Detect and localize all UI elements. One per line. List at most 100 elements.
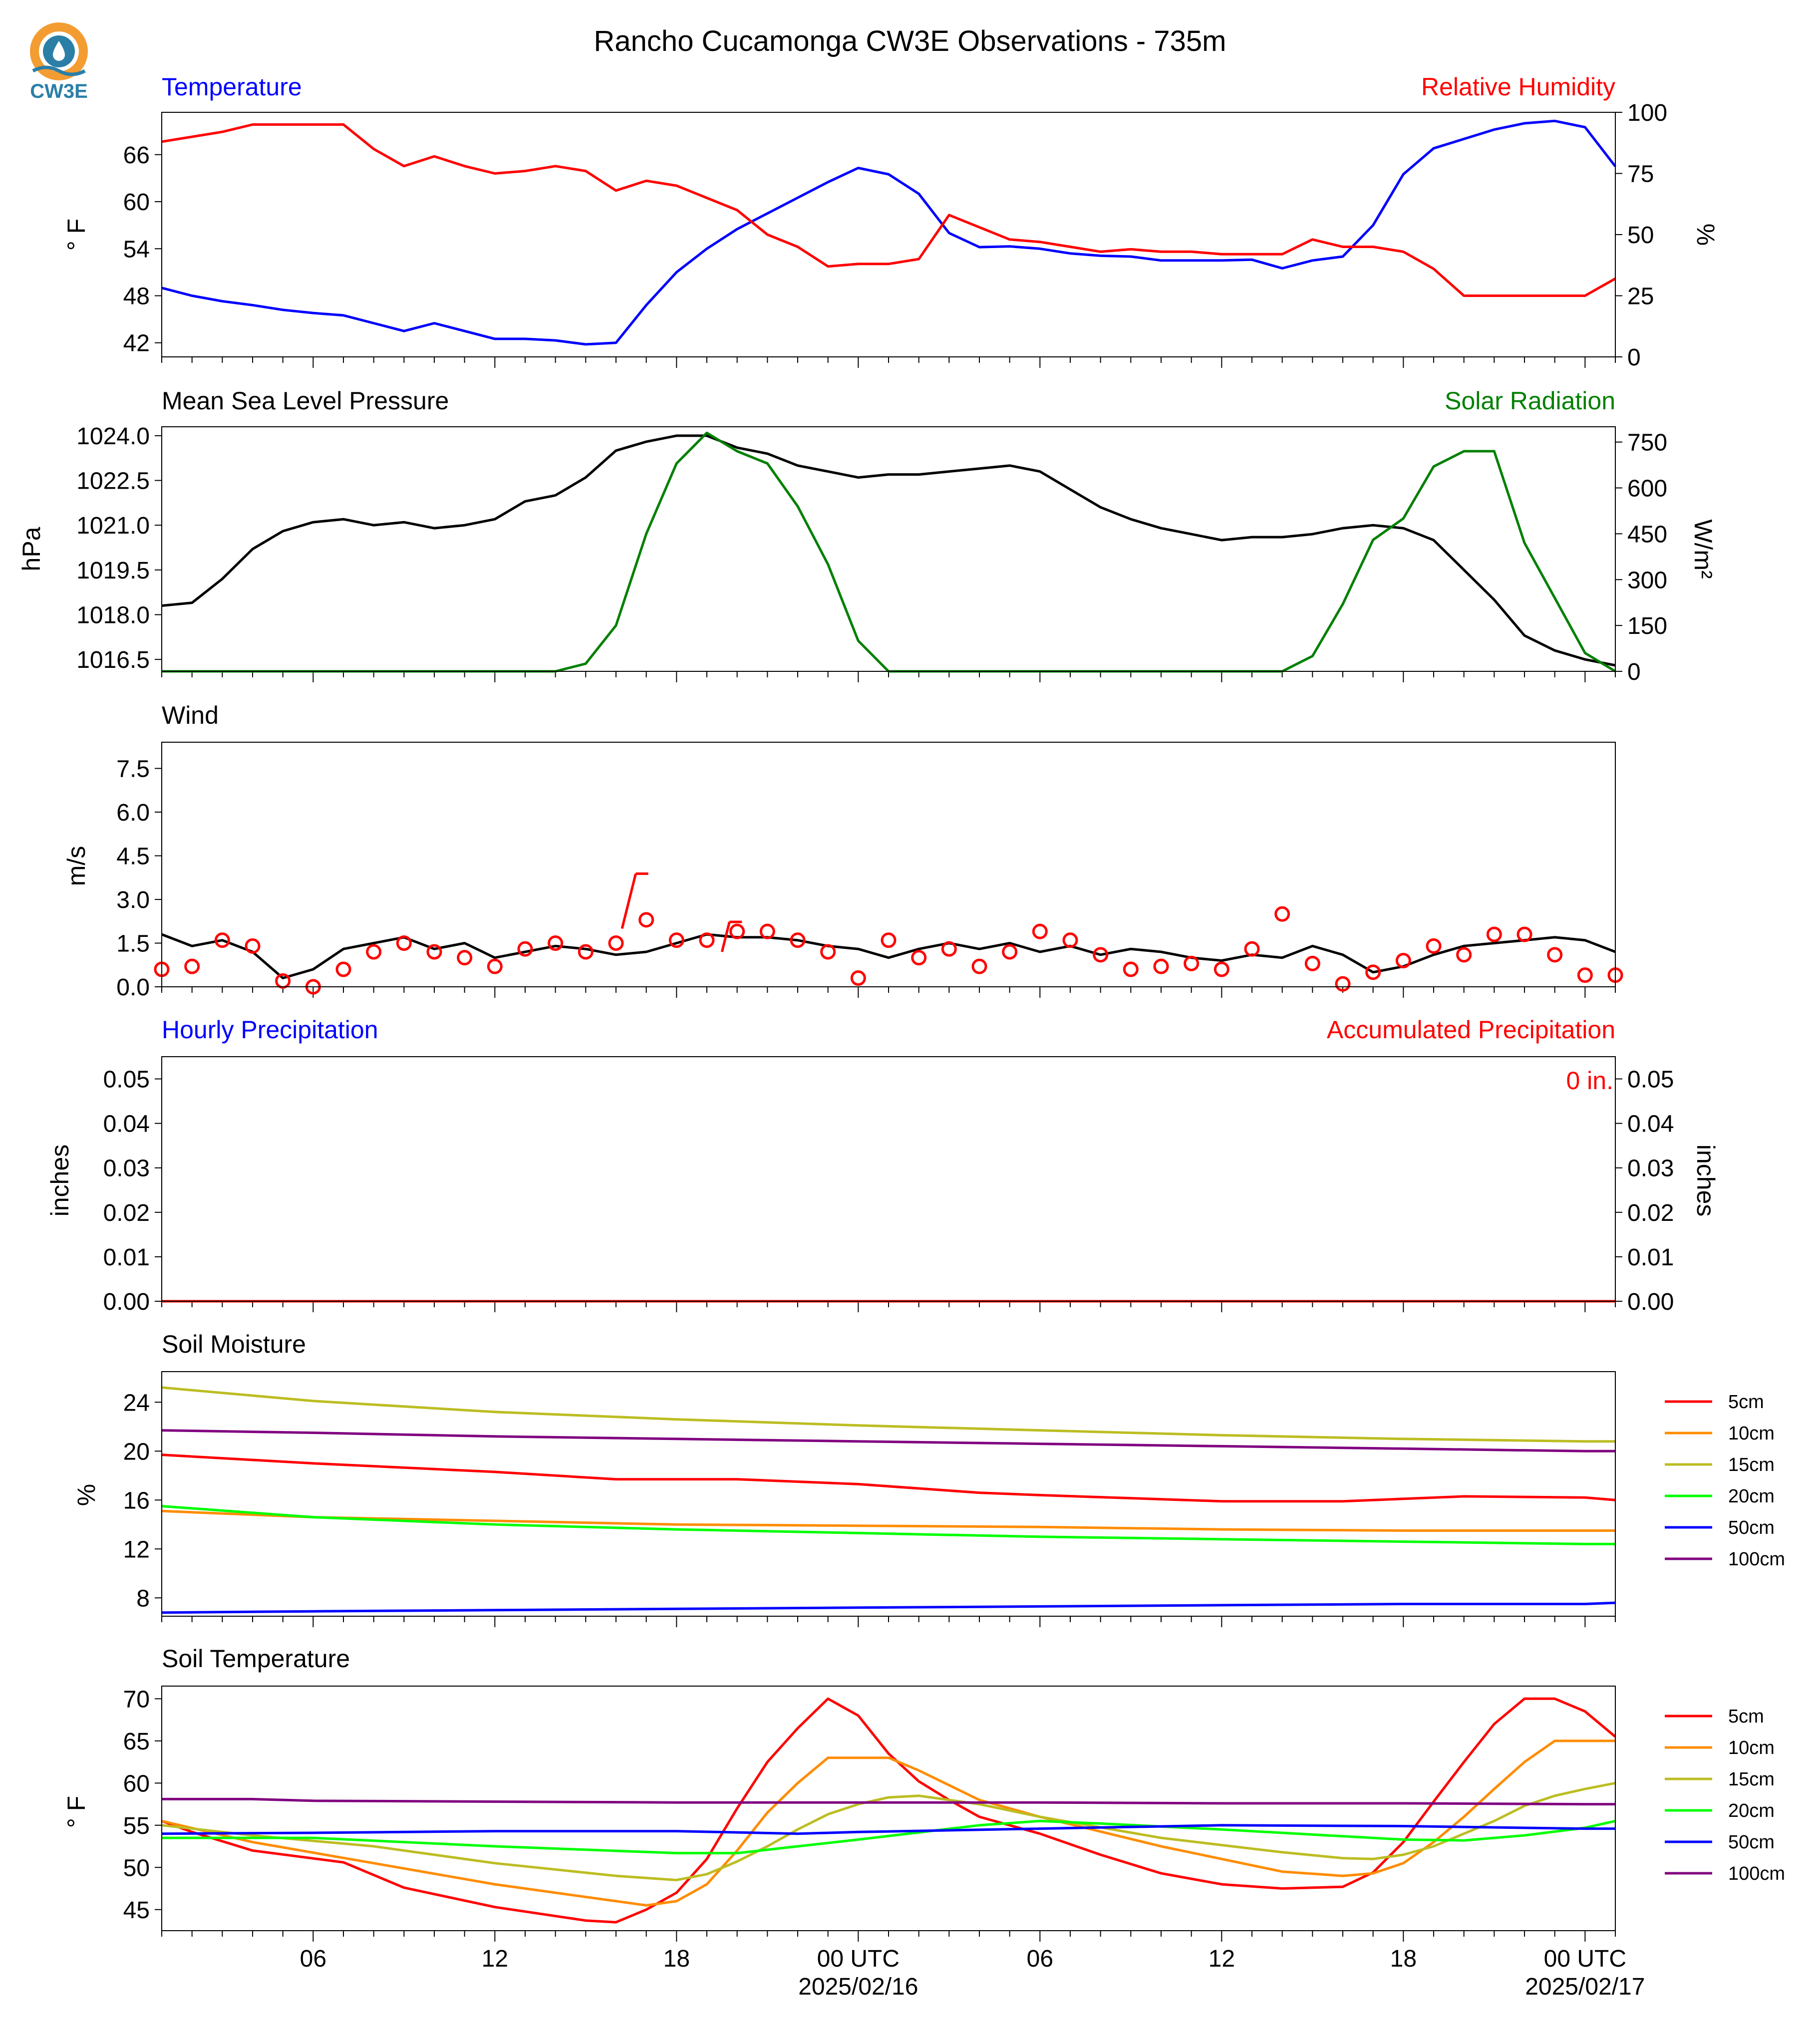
- y2-tick-label: 750: [1627, 430, 1667, 456]
- y-tick-label: 0.01: [103, 1244, 150, 1271]
- gust-marker: [911, 950, 927, 966]
- date-label: 2025/02/16: [798, 1974, 918, 2000]
- soil-temperature-title: Soil Temperature: [162, 1645, 350, 1673]
- time-ticks: [161, 357, 1616, 368]
- soil-moisture-legend: 5cm 10cm 15cm 20cm 50cm 100cm: [1665, 1392, 1785, 1570]
- pressure-solar-panel: Mean Sea Level Pressure Solar Radiation …: [17, 387, 1717, 685]
- soil-moisture-plot: [161, 1386, 1616, 1614]
- y-tick-label: 1016.5: [76, 647, 150, 673]
- gust-marker: [487, 958, 503, 974]
- y-tick-label: 0.0: [116, 974, 150, 1001]
- y-tick-label: 65: [123, 1729, 150, 1755]
- y-tick-label: 20: [123, 1439, 150, 1465]
- gust-marker: [1093, 947, 1109, 963]
- time-ticks: [161, 987, 1616, 998]
- legend-label: 10cm: [1728, 1738, 1775, 1758]
- logo-wave-icon: [32, 65, 86, 76]
- accum-precip-axis-label: inches: [1692, 1145, 1720, 1217]
- 5cm-line: [161, 1453, 1616, 1503]
- legend-label: 10cm: [1728, 1423, 1775, 1444]
- y2-tick-label: 0.02: [1627, 1200, 1674, 1226]
- humidity-title: Relative Humidity: [1421, 73, 1615, 101]
- gust-marker: [1032, 923, 1048, 939]
- accum-precip-total: 0 in.: [1566, 1067, 1613, 1095]
- soil-temperature-ticks: 45 50 55 60 65 70: [123, 1686, 162, 1924]
- gust-marker: [759, 923, 775, 939]
- gust-marker: [1365, 964, 1381, 980]
- soil-moisture-ticks: 8 12 16 20 24: [123, 1390, 162, 1612]
- mean-sea-level-pressure-line: [161, 434, 1616, 667]
- accum-precip-ticks: 0.00 0.01 0.02 0.03 0.04 0.05: [1615, 1067, 1674, 1315]
- 50cm-line: [161, 1601, 1616, 1614]
- gust-marker: [578, 944, 594, 960]
- gust-marker: [1304, 955, 1320, 971]
- legend-label: 50cm: [1728, 1517, 1775, 1538]
- y-tick-label: 0.03: [103, 1156, 150, 1182]
- legend-label: 5cm: [1728, 1392, 1764, 1413]
- pressure-title: Mean Sea Level Pressure: [162, 387, 449, 415]
- hourly-precip-axis-label: inches: [46, 1145, 74, 1217]
- relative-humidity-line: [161, 123, 1616, 297]
- x-tick-label: 06: [1027, 1946, 1053, 1972]
- gust-marker: [729, 923, 745, 939]
- y2-tick-label: 0.05: [1627, 1067, 1674, 1093]
- gust-marker: [1274, 906, 1290, 922]
- 10cm-line: [161, 1739, 1615, 1907]
- gust-marker: [517, 941, 533, 957]
- 10cm-line: [161, 1509, 1615, 1532]
- y-tick-label: 1021.0: [76, 513, 150, 539]
- gust-marker: [1426, 938, 1442, 954]
- soil-moisture-axis-label: %: [72, 1484, 100, 1506]
- precip-frame: [161, 1056, 1616, 1302]
- temperature-humidity-panel: Temperature Relative Humidity ° F % 42 48…: [62, 73, 1720, 371]
- gust-marker: [1123, 961, 1139, 977]
- gust-marker: [1577, 967, 1593, 983]
- gust-marker: [1335, 976, 1351, 992]
- gust-marker: [184, 958, 200, 974]
- pressure_solar-frame: [161, 426, 1616, 672]
- y-tick-label: 1022.5: [76, 468, 150, 495]
- y2-tick-label: 450: [1627, 521, 1667, 548]
- gust-marker: [1244, 941, 1260, 957]
- legend-label: 15cm: [1728, 1454, 1775, 1475]
- humidity-ticks: 0 25 50 75 100: [1615, 100, 1667, 371]
- gust-marker: [214, 932, 230, 948]
- humidity-axis-label: %: [1692, 224, 1720, 246]
- gust-marker: [850, 970, 866, 986]
- soil_temp-frame: [161, 1686, 1616, 1931]
- gust-marker: [881, 932, 897, 948]
- y-tick-label: 60: [123, 189, 150, 216]
- y-tick-label: 1024.0: [76, 423, 150, 450]
- wind-title: Wind: [162, 701, 219, 729]
- gust-marker: [1456, 947, 1472, 963]
- gust-marker: [1184, 955, 1200, 971]
- gust-marker: [1547, 947, 1563, 963]
- gust-marker: [396, 935, 412, 951]
- 50cm-line: [161, 1824, 1615, 1835]
- gust-marker: [971, 958, 987, 974]
- y2-tick-label: 300: [1627, 567, 1667, 593]
- y-tick-label: 12: [123, 1536, 150, 1563]
- y-tick-label: 1019.5: [76, 558, 150, 584]
- gust-marker: [941, 941, 957, 957]
- wind-panel: Wind m/s 0.0 1.5 3.0 4.5 6.0 7.5: [62, 701, 1623, 1001]
- gust-marker: [699, 932, 715, 948]
- temperature-title: Temperature: [162, 73, 302, 101]
- pressure-axis-label: hPa: [17, 527, 45, 571]
- y-tick-label: 0.05: [103, 1067, 150, 1093]
- gust-marker: [426, 944, 442, 960]
- solar-ticks: 0 150 300 450 600 750: [1615, 430, 1667, 685]
- legend-label: 100cm: [1728, 1863, 1785, 1884]
- gust-marker: [608, 935, 624, 951]
- pressure-ticks: 1016.5 1018.0 1019.5 1021.0 1022.5 1024.0: [76, 423, 162, 673]
- y-tick-label: 45: [123, 1897, 150, 1924]
- y-tick-label: 24: [123, 1390, 150, 1416]
- chart-title: Rancho Cucamonga CW3E Observations - 735…: [594, 25, 1226, 57]
- legend-label: 20cm: [1728, 1486, 1775, 1507]
- gust-marker: [335, 961, 351, 977]
- temp_rh-frame: [161, 112, 1616, 357]
- gust-marker: [820, 944, 836, 960]
- y2-tick-label: 0.01: [1627, 1244, 1674, 1271]
